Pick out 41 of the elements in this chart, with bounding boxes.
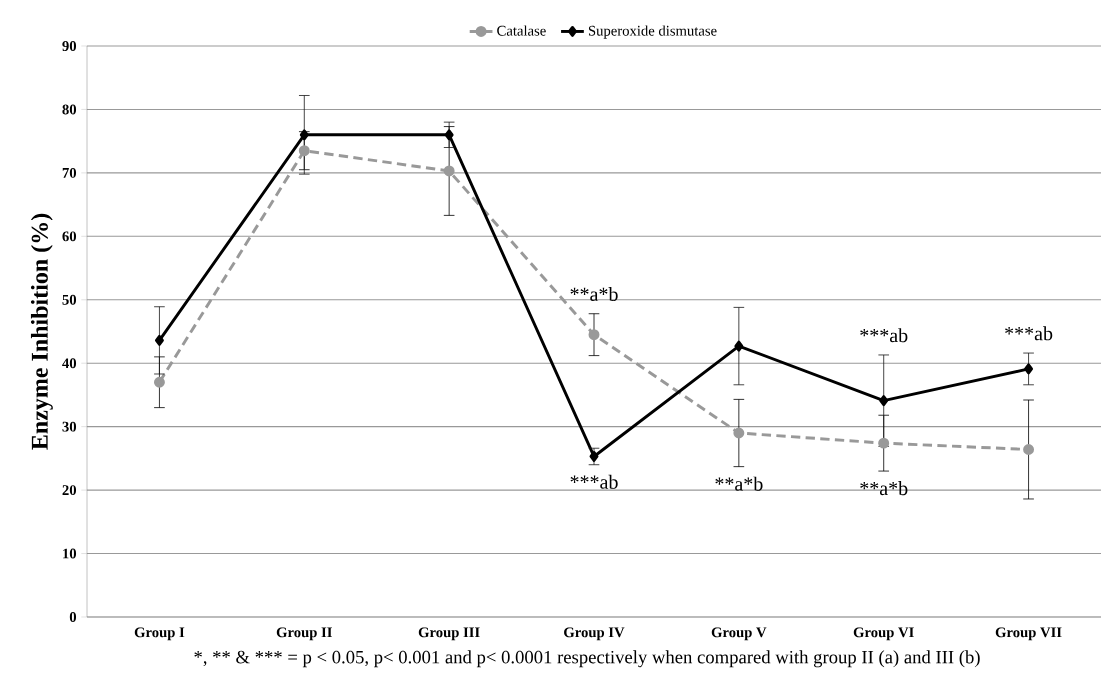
- point: [879, 395, 889, 407]
- annotation: **a*b: [570, 286, 618, 302]
- x-tick-label: Group VI: [853, 627, 914, 641]
- legend-label: Catalase: [497, 25, 546, 36]
- point: [733, 427, 745, 439]
- y-tick-label: 10: [63, 548, 77, 559]
- annotation: **a*b: [715, 476, 763, 491]
- point: [299, 129, 309, 141]
- x-tick-label: Group V: [711, 627, 767, 641]
- y-tick-label: 0: [69, 612, 77, 622]
- annotation: ***ab: [570, 474, 618, 489]
- point: [1024, 363, 1034, 375]
- point: [1023, 444, 1035, 455]
- text: *, ** & *** = p < 0.05, p< 0.001 and p< 0.0001 respectively when compared with group II (a) and III (b): [194, 650, 980, 668]
- point: [153, 376, 165, 388]
- y-axis-title: Enzyme Inhibition (%): [30, 213, 53, 450]
- x-tick-label: Group IV: [564, 627, 625, 641]
- annotation: ***ab: [1005, 326, 1053, 341]
- x-tick-label: Group III: [418, 627, 480, 641]
- x-tick-label: Group II: [276, 627, 332, 641]
- point: [298, 145, 310, 157]
- point: [443, 165, 455, 177]
- annotation: **a*b: [860, 481, 908, 496]
- y-tick-label: 60: [62, 231, 77, 242]
- annotation: ***ab: [860, 328, 908, 343]
- legend-label: Superoxide dismutase: [588, 25, 717, 39]
- y-tick-label: 50: [62, 294, 77, 305]
- point: [589, 451, 599, 462]
- x-tick-label: Group I: [134, 627, 185, 641]
- y-tick-label: 70: [62, 167, 77, 178]
- y-tick-label: 30: [62, 421, 77, 432]
- point: [588, 329, 600, 341]
- x-tick-label: Group VII: [995, 627, 1062, 641]
- y-tick-label: 20: [62, 485, 77, 496]
- point: [444, 129, 454, 141]
- y-tick-label: 90: [62, 41, 77, 51]
- y-tick-label: 40: [62, 358, 77, 369]
- point: [154, 334, 164, 346]
- y-tick-label: 80: [62, 104, 77, 115]
- point: [878, 437, 890, 449]
- point: [734, 340, 744, 352]
